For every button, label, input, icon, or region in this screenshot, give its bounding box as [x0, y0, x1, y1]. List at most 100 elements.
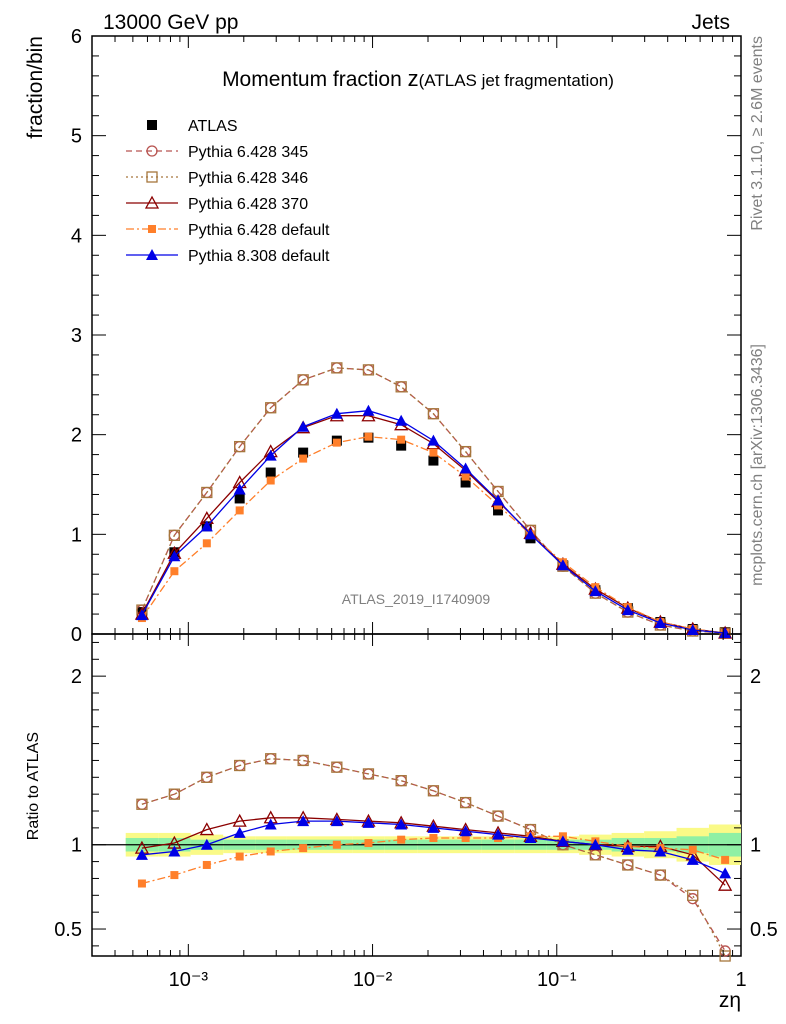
- main-ylabel: fraction/bin: [24, 36, 47, 139]
- main-point-ATLAS: [428, 455, 439, 466]
- ratio-point-p8def: [459, 825, 472, 837]
- ratio-point-p8def: [492, 828, 505, 840]
- main-point-p346: [297, 374, 309, 386]
- legend-marker: [148, 225, 156, 233]
- rivet-info: Rivet 3.1.10, ≥ 2.6M events: [749, 36, 766, 231]
- ratio-point-p8def: [330, 815, 343, 827]
- ratio-point-p346: [719, 950, 731, 962]
- ratio-y-tick-label-right: 1: [750, 835, 761, 857]
- ratio-point-p6def: [429, 833, 438, 842]
- ratio-point-p6def: [461, 833, 470, 842]
- main-point-p8def: [686, 624, 699, 636]
- ratio-point-p8def: [654, 845, 667, 857]
- header-right: Jets: [691, 11, 730, 34]
- ratio-point-p345: [395, 775, 407, 787]
- main-point-p6def: [397, 435, 406, 444]
- title-main: Momentum fraction: [222, 68, 408, 91]
- main-point-p346: [459, 445, 472, 458]
- main-point-p346: [362, 364, 375, 376]
- main-point-p8def: [589, 585, 602, 597]
- main-point-ATLAS: [298, 447, 309, 458]
- ratio-point-p6def: [332, 840, 341, 849]
- ratio-point-p346: [654, 869, 667, 881]
- main-point-p6def: [170, 567, 179, 576]
- main-point-p6def: [364, 432, 373, 441]
- main-point-ATLAS: [234, 493, 245, 504]
- main-point-p8def: [395, 414, 408, 426]
- main-point-ATLAS: [396, 440, 407, 451]
- y-tick-label: 0: [71, 624, 82, 646]
- ratio-point-p346: [427, 785, 440, 797]
- ratio-point-p8def: [168, 845, 181, 857]
- ratio-point-p346: [687, 889, 699, 901]
- main-point-p8def: [719, 627, 732, 639]
- ratio-point-p6def: [397, 835, 406, 844]
- main-point-p6def: [202, 539, 211, 548]
- ratio-series-p346: [136, 753, 731, 962]
- main-point-p8def: [556, 559, 569, 571]
- main-point-p8def: [264, 449, 277, 461]
- ratio-ylabel: Ratio to ATLAS: [25, 732, 42, 840]
- legend-item-p346: Pythia 6.428 346: [126, 170, 308, 187]
- mcplots-info: mcplots.cern.ch [arXiv:1306.3436]: [749, 344, 766, 586]
- ratio-point-p8def: [589, 838, 602, 850]
- ratio-point-p346: [265, 753, 277, 765]
- ratio-point-p6def: [202, 860, 211, 869]
- legend-item-ATLAS: ATLAS: [147, 118, 238, 135]
- ratio-point-p8def: [135, 848, 148, 860]
- ratio-point-p6def: [721, 855, 730, 864]
- ratio-y-tick-label: 0.5: [54, 919, 82, 941]
- ratio-y-tick-label: 1: [71, 835, 82, 857]
- main-point-p8def: [524, 528, 537, 540]
- ratio-point-p346: [136, 798, 148, 810]
- x-axis-label: zη: [719, 989, 741, 1012]
- ratio-point-p346: [362, 768, 375, 780]
- ratio-point-p6def: [235, 852, 244, 861]
- ratio-y-tick-label-right: 0.5: [750, 919, 778, 941]
- title-z: z: [408, 66, 419, 91]
- ratio-point-p6def: [364, 839, 373, 848]
- ratio-point-p370: [718, 877, 733, 891]
- ratio-point-p8def: [362, 816, 375, 828]
- main-point-p8def: [297, 420, 310, 432]
- ratio-point-p8def: [556, 835, 569, 847]
- y-tick-label: 3: [71, 325, 82, 347]
- main-point-p346: [395, 381, 407, 393]
- ratio-point-p6def: [266, 847, 275, 856]
- x-tick-label: 10⁻²: [353, 969, 393, 991]
- legend-item-p345: Pythia 6.428 345: [126, 144, 308, 161]
- main-point-p346: [234, 440, 246, 453]
- legend-marker: [146, 171, 158, 183]
- main-point-p6def: [266, 476, 275, 485]
- ratio-point-p346: [168, 788, 181, 800]
- y-tick-label: 2: [71, 425, 82, 447]
- main-point-p346: [265, 402, 277, 414]
- main-point-p6def: [429, 448, 438, 457]
- ratio-point-p8def: [233, 826, 246, 838]
- main-point-p346: [331, 362, 343, 374]
- ratio-point-p6def: [299, 844, 308, 853]
- y-tick-label: 6: [71, 26, 82, 48]
- ratio-series-p8def: [135, 815, 732, 879]
- main-point-p8def: [135, 609, 148, 621]
- ratio-point-p346: [459, 796, 472, 809]
- ratio-point-p6def: [137, 879, 146, 888]
- main-point-p8def: [427, 434, 440, 446]
- legend: ATLAS Pythia 6.428 345 Pythia 6.428 346 Pyt…: [126, 118, 330, 265]
- main-point-p8def: [654, 617, 667, 629]
- main-series-p8def: [135, 404, 732, 639]
- ratio-point-p8def: [200, 838, 213, 850]
- main-point-p346: [168, 529, 181, 541]
- x-tick-label: 10⁻³: [169, 969, 209, 991]
- main-point-p8def: [492, 494, 505, 506]
- main-point-p6def: [332, 438, 341, 447]
- legend-marker: [147, 120, 157, 130]
- ratio-point-p8def: [427, 821, 440, 833]
- ratio-point-p346: [234, 759, 246, 772]
- ratio-line-p346: [141, 758, 726, 957]
- ratio-point-p346: [492, 810, 504, 822]
- ratio-point-p370: [232, 813, 247, 827]
- main-point-p8def: [168, 550, 181, 562]
- legend-item-p8def: Pythia 8.308 default: [126, 248, 330, 265]
